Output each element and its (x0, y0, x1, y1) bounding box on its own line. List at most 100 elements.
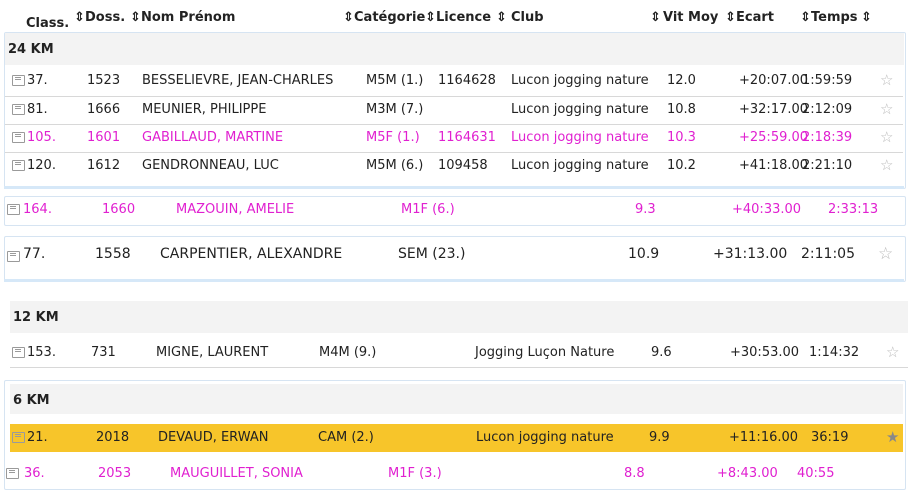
gap: +8:43.00 (717, 466, 778, 481)
col-doss[interactable]: Doss. (85, 10, 126, 25)
comment-icon[interactable] (12, 432, 25, 447)
gap: +31:13.00 (713, 246, 788, 262)
gap: +11:16.00 (729, 430, 799, 445)
sort-icon[interactable]: ⇕ (650, 10, 661, 25)
rank: 77. (23, 246, 46, 262)
comment-icon[interactable] (12, 160, 25, 175)
time: 2:12:09 (802, 102, 853, 117)
time: 2:21:10 (802, 158, 853, 173)
section-title: 12 KM (13, 310, 59, 325)
gap: +40:33.00 (732, 202, 802, 217)
sort-icon[interactable]: ⇕ (130, 10, 141, 25)
comment-icon[interactable] (7, 250, 20, 266)
favorite-star-icon[interactable]: ☆ (880, 128, 894, 146)
category: M5M (1.) (366, 73, 424, 88)
bib: 1660 (102, 202, 136, 217)
col-vitmoy[interactable]: Vit Moy (663, 10, 719, 25)
time: 1:14:32 (809, 345, 860, 360)
runner-name[interactable]: GENDRONNEAU, LUC (142, 158, 279, 173)
row-divider (10, 367, 908, 368)
bib: 2053 (98, 466, 132, 481)
sort-icon[interactable]: ⇕ (725, 10, 736, 25)
club: Lucon jogging nature (476, 430, 614, 445)
avg-speed: 8.8 (624, 466, 645, 481)
row-divider (5, 96, 903, 97)
category: SEM (23.) (398, 246, 466, 262)
comment-icon[interactable] (12, 75, 25, 90)
table-row[interactable]: 164. 1660 MAZOUIN, AMELIE M1F (6.) 9.3 +… (5, 196, 903, 224)
comment-icon[interactable] (7, 204, 20, 219)
rank: 21. (27, 430, 48, 445)
favorite-star-filled-icon[interactable]: ★ (886, 428, 900, 446)
time: 2:11:05 (801, 246, 855, 262)
col-licence[interactable]: Licence (436, 10, 492, 25)
comment-icon[interactable] (12, 104, 25, 119)
bib: 1666 (87, 102, 121, 117)
sort-icon[interactable]: ⇕ (343, 10, 354, 25)
runner-name[interactable]: GABILLAUD, MARTINE (142, 130, 284, 145)
runner-name[interactable]: MAUGUILLET, SONIA (170, 466, 303, 481)
col-name[interactable]: Nom Prénom (141, 10, 236, 25)
table-row[interactable]: 77. 1558 CARPENTIER, ALEXANDRE SEM (23.)… (5, 240, 903, 274)
licence: 109458 (438, 158, 488, 173)
comment-icon[interactable] (12, 132, 25, 147)
section-divider (4, 186, 904, 189)
rank: 37. (27, 73, 48, 88)
bib: 731 (91, 345, 116, 360)
table-row[interactable]: 120. 1612 GENDRONNEAU, LUC M5M (6.) 1094… (5, 152, 903, 180)
row-divider (5, 152, 903, 153)
col-club[interactable]: Club (511, 10, 544, 25)
avg-speed: 10.3 (667, 130, 696, 145)
bib: 1558 (95, 246, 131, 262)
standalone-result-frame (4, 196, 906, 226)
favorite-star-icon[interactable]: ☆ (880, 156, 894, 174)
table-row-highlighted[interactable]: 21. 2018 DEVAUD, ERWAN CAM (2.) Lucon jo… (10, 424, 903, 452)
runner-name[interactable]: MIGNE, LAURENT (156, 345, 269, 360)
rank: 105. (27, 130, 56, 145)
category: M1F (6.) (401, 202, 455, 217)
runner-name[interactable]: MAZOUIN, AMELIE (176, 202, 295, 217)
sort-icon[interactable]: ⇕ (496, 10, 507, 25)
time: 2:18:39 (802, 130, 853, 145)
comment-icon[interactable] (12, 347, 25, 362)
licence: 1164631 (438, 130, 496, 145)
section-title: 24 KM (8, 42, 54, 57)
time: 1:59:59 (802, 73, 853, 88)
avg-speed: 12.0 (667, 73, 696, 88)
gap: +30:53.00 (730, 345, 800, 360)
sort-icon[interactable]: ⇕ (800, 10, 811, 25)
bib: 1612 (87, 158, 121, 173)
comment-icon[interactable] (6, 468, 19, 483)
sort-icon[interactable]: ⇕ (861, 10, 872, 25)
runner-name[interactable]: MEUNIER, PHILIPPE (142, 102, 267, 117)
club: Lucon jogging nature (511, 158, 649, 173)
col-ecart[interactable]: Ecart (736, 10, 774, 25)
table-row[interactable]: 37. 1523 BESSELIEVRE, JEAN-CHARLES M5M (… (5, 67, 903, 95)
favorite-star-icon[interactable]: ☆ (878, 244, 894, 264)
gap: +25:59.00 (739, 130, 809, 145)
sort-icon[interactable]: ⇕ (425, 10, 436, 25)
rank: 81. (27, 102, 48, 117)
col-category[interactable]: Catégorie (354, 10, 426, 25)
avg-speed: 10.2 (667, 158, 696, 173)
section-24km-header: 24 KM (5, 33, 904, 65)
col-temps[interactable]: Temps (811, 10, 858, 25)
runner-name[interactable]: BESSELIEVRE, JEAN-CHARLES (142, 73, 334, 88)
runner-name[interactable]: DEVAUD, ERWAN (158, 430, 269, 445)
favorite-star-icon[interactable]: ☆ (886, 343, 900, 361)
results-table-header: Class. ⇕ Doss. ⇕ Nom Prénom ⇕ Catégorie … (26, 10, 872, 31)
bib: 2018 (96, 430, 130, 445)
table-row[interactable]: 36. 2053 MAUGUILLET, SONIA M1F (3.) 8.8 … (6, 460, 903, 488)
time: 36:19 (811, 430, 849, 445)
sort-icon[interactable]: ⇕ (74, 10, 85, 25)
favorite-star-icon[interactable]: ☆ (880, 71, 894, 89)
favorite-star-icon[interactable]: ☆ (880, 100, 894, 118)
table-row[interactable]: 81. 1666 MEUNIER, PHILIPPE M3M (7.) Luco… (5, 96, 903, 124)
runner-name[interactable]: CARPENTIER, ALEXANDRE (160, 246, 343, 262)
category: CAM (2.) (318, 430, 374, 445)
avg-speed: 9.6 (651, 345, 672, 360)
bib: 1523 (87, 73, 121, 88)
time: 40:55 (797, 466, 835, 481)
table-row[interactable]: 105. 1601 GABILLAUD, MARTINE M5F (1.) 11… (5, 124, 903, 152)
table-row[interactable]: 153. 731 MIGNE, LAURENT M4M (9.) Jogging… (10, 339, 908, 367)
